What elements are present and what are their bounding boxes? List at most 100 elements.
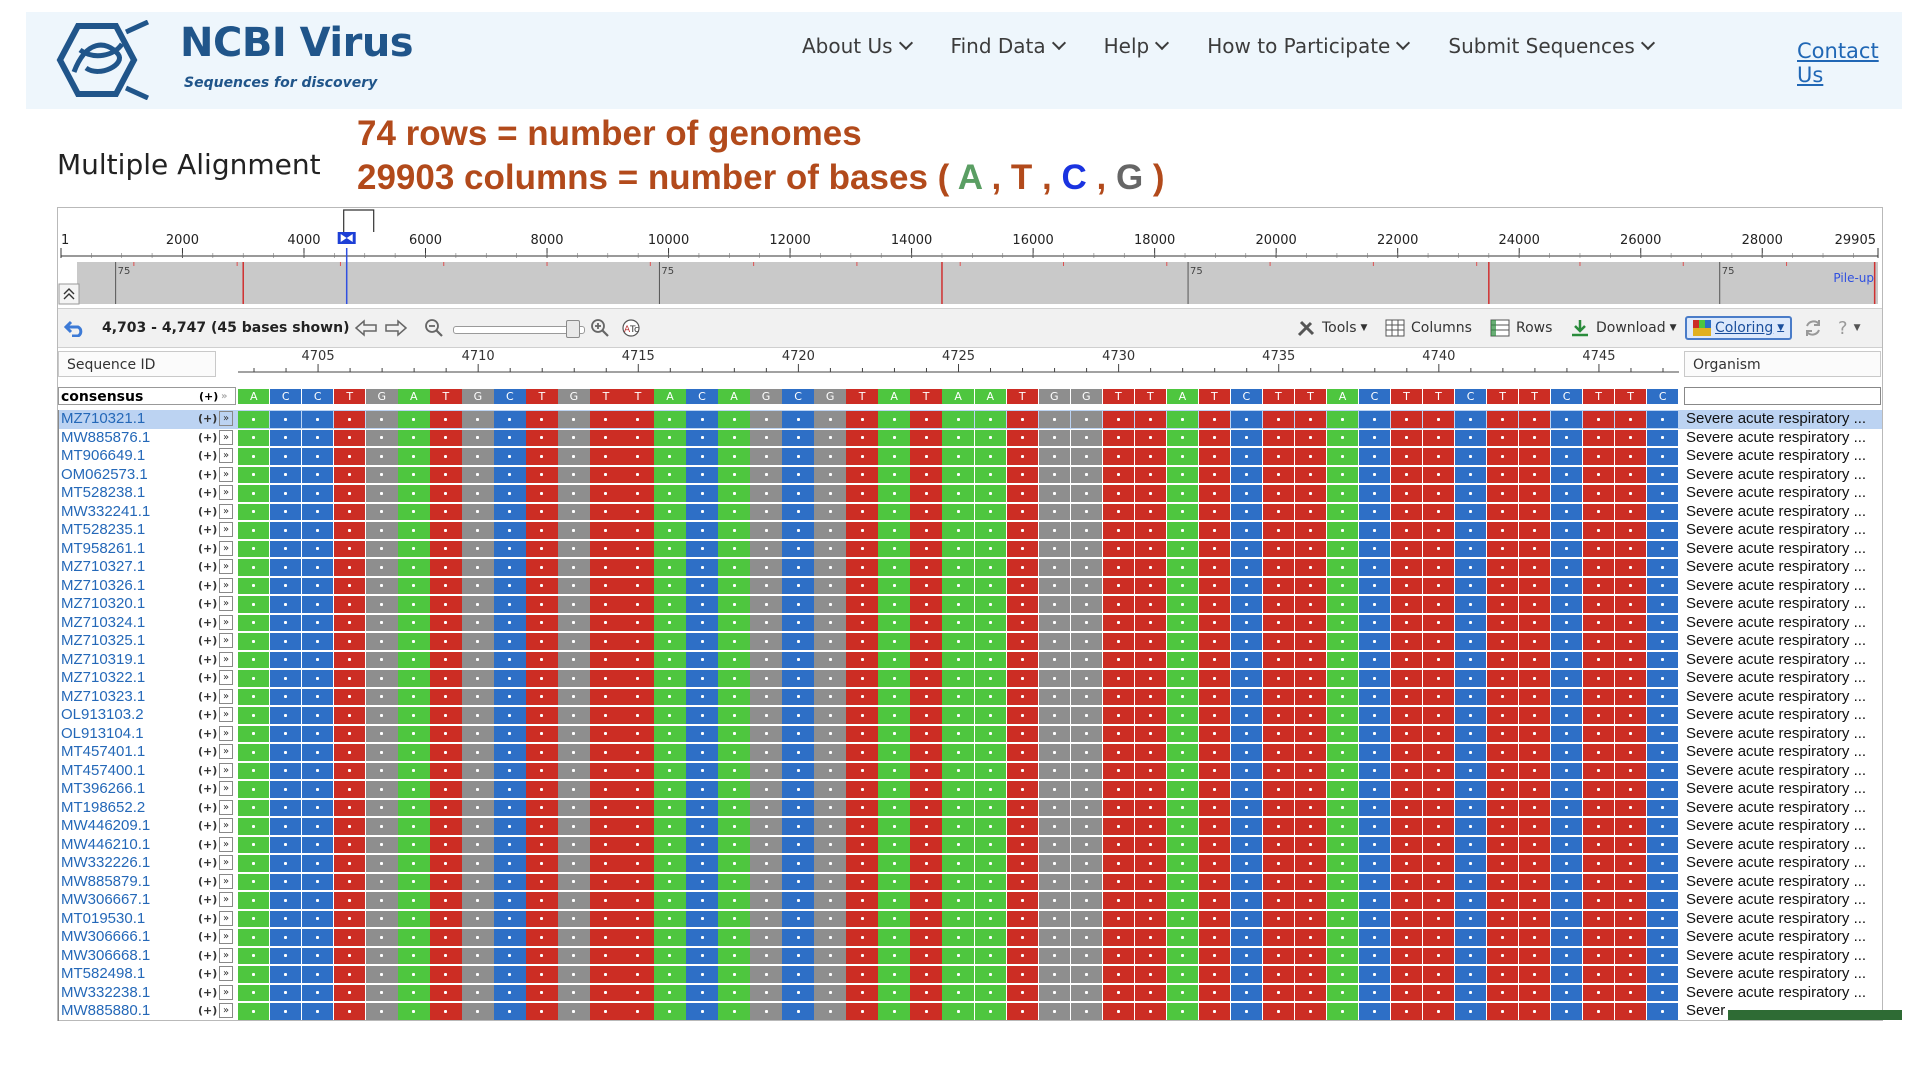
expand-row-icon[interactable]: » [219,614,233,630]
table-row[interactable]: MW885879.1 (+)» Severe acute respiratory .… [58,872,1882,891]
table-row[interactable]: MT528235.1 (+)» Severe acute respiratory .… [58,521,1882,540]
table-row[interactable]: MT528238.1 (+)» Severe acute respiratory .… [58,484,1882,503]
expand-row-icon[interactable]: » [219,688,233,704]
table-row[interactable]: MZ710320.1 (+)» Severe acute respiratory .… [58,595,1882,614]
expand-row-icon[interactable]: » [219,577,233,593]
sequence-id-link[interactable]: MW885876.1 [58,428,216,447]
expand-row-icon[interactable]: » [219,707,233,722]
table-row[interactable]: MW332241.1 (+)» Severe acute respiratory .… [58,502,1882,521]
expand-row-icon[interactable]: » [219,466,233,482]
table-row[interactable]: MT906649.1 (+)» Severe acute respiratory .… [58,447,1882,466]
expand-row-icon[interactable]: » [219,762,233,778]
coloring-button[interactable]: Coloring ▼ [1685,309,1793,347]
sequence-id-link[interactable]: OL913104.1 [58,724,216,743]
undo-icon[interactable] [64,309,86,347]
table-row[interactable]: OM062573.1 (+)» Severe acute respiratory .… [58,465,1882,484]
table-row[interactable]: MW446209.1 (+)» Severe acute respiratory .… [58,817,1882,836]
zoom-out-icon[interactable] [424,309,444,347]
overview-panel[interactable]: 1 2000 4000 6000 8000 10000 12000 14000 16000 180… [58,208,1882,308]
scroll-right-icon[interactable] [384,309,408,347]
table-row[interactable]: MZ710323.1 (+)» Severe acute respiratory .… [58,687,1882,706]
table-row[interactable]: OL913103.2 (+)» Severe acute respiratory .… [58,706,1882,725]
sequence-id-link[interactable]: MZ710324.1 [58,613,216,632]
sequence-id-link[interactable]: MT019530.1 [58,909,216,928]
nav-submit-sequences[interactable]: Submit Sequences [1448,34,1655,58]
table-row[interactable]: MZ710324.1 (+)» Severe acute respiratory .… [58,613,1882,632]
table-row[interactable]: MZ710326.1 (+)» Severe acute respiratory .… [58,576,1882,595]
table-row[interactable]: MZ710325.1 (+)» Severe acute respiratory .… [58,632,1882,651]
organism-header[interactable]: Organism [1684,351,1881,377]
table-row[interactable]: MW306666.1 (+)» Severe acute respiratory .… [58,928,1882,947]
expand-row-icon[interactable]: » [219,947,233,963]
contact-us-link[interactable]: Contact Us [1797,39,1879,87]
expand-row-icon[interactable]: » [219,429,233,445]
expand-row-icon[interactable]: » [219,651,233,667]
table-row[interactable]: MZ710321.1 (+)» Severe acute respiratory .… [58,410,1882,429]
expand-row-icon[interactable]: » [219,448,233,463]
pileup-label[interactable]: Pile-up [1833,271,1874,285]
expand-row-icon[interactable]: » [219,485,233,500]
nav-about-us[interactable]: About Us [802,34,913,58]
table-row[interactable]: MZ710327.1 (+)» Severe acute respiratory .… [58,558,1882,577]
sequence-id-link[interactable]: MT396266.1 [58,780,216,799]
refresh-icon[interactable] [1803,309,1823,347]
table-row[interactable]: MW885880.1 (+)» Sever [58,1002,1882,1021]
sequence-id-link[interactable]: MZ710320.1 [58,595,216,614]
expand-row-icon[interactable]: » [219,984,233,1000]
table-row[interactable]: MW306667.1 (+)» Severe acute respiratory .… [58,891,1882,910]
expand-row-icon[interactable]: » [219,596,233,611]
sequence-id-link[interactable]: MW332241.1 [58,502,216,521]
sequence-id-link[interactable]: MT528235.1 [58,521,216,540]
tools-button[interactable]: Tools ▼ [1296,309,1367,347]
expand-row-icon[interactable]: » [219,929,233,944]
expand-row-icon[interactable]: » [219,873,233,889]
expand-row-icon[interactable]: » [219,411,233,426]
expand-row-icon[interactable]: » [219,781,233,796]
sequence-id-link[interactable]: MW446209.1 [58,817,216,836]
table-row[interactable]: MT019530.1 (+)» Severe acute respiratory .… [58,909,1882,928]
sequence-id-link[interactable]: MT582498.1 [58,965,216,984]
zoom-in-icon[interactable] [590,309,610,347]
expand-row-icon[interactable]: » [219,966,233,981]
sequence-id-link[interactable]: MZ710326.1 [58,576,216,595]
expand-row-icon[interactable]: » [219,540,233,556]
columns-button[interactable]: Columns [1385,309,1472,347]
table-row[interactable]: MW332226.1 (+)» Severe acute respiratory .… [58,854,1882,873]
sequence-id-header[interactable]: Sequence ID [58,351,216,377]
sequence-id-link[interactable]: MW332226.1 [58,854,216,873]
alignment-rows[interactable]: MZ710321.1 (+)» Severe acute respiratory .… [58,410,1882,1021]
zoom-slider-thumb[interactable] [566,320,580,338]
nav-help[interactable]: Help [1104,34,1170,58]
rows-button[interactable]: Rows [1490,309,1552,347]
sequence-id-link[interactable]: MT958261.1 [58,539,216,558]
help-icon[interactable]: ? ▼ [1838,309,1860,347]
logo-title[interactable]: NCBI Virus [180,20,414,66]
table-row[interactable]: MT198652.2 (+)» Severe acute respiratory .… [58,798,1882,817]
zoom-slider[interactable] [453,326,585,334]
table-row[interactable]: MT396266.1 (+)» Severe acute respiratory .… [58,780,1882,799]
sequence-id-link[interactable]: MZ710319.1 [58,650,216,669]
sequence-id-link[interactable]: MZ710323.1 [58,687,216,706]
sequence-mode-icon[interactable]: A Tc [620,309,642,347]
nav-find-data[interactable]: Find Data [951,34,1066,58]
expand-row-icon[interactable]: » [219,559,233,574]
ncbi-hexagon-logo-icon[interactable] [56,20,174,100]
expand-row-icon[interactable]: » [219,522,233,537]
sequence-id-link[interactable]: MW306666.1 [58,928,216,947]
table-row[interactable]: MT582498.1 (+)» Severe acute respiratory .… [58,965,1882,984]
sequence-id-link[interactable]: MZ710325.1 [58,632,216,651]
sequence-id-link[interactable]: MT906649.1 [58,447,216,466]
expand-row-icon[interactable]: » [219,503,233,519]
sequence-id-link[interactable]: MW885880.1 [58,1002,216,1021]
sequence-id-link[interactable]: MZ710321.1 [58,410,216,429]
expand-row-icon[interactable]: » [219,744,233,759]
expand-row-icon[interactable]: » [219,799,233,815]
download-button[interactable]: Download ▼ [1570,309,1677,347]
sequence-id-link[interactable]: MT528238.1 [58,484,216,503]
sequence-id-link[interactable]: MW885879.1 [58,872,216,891]
sequence-id-link[interactable]: MT198652.2 [58,798,216,817]
nav-how-to-participate[interactable]: How to Participate [1207,34,1411,58]
sequence-id-link[interactable]: MZ710327.1 [58,558,216,577]
sequence-id-link[interactable]: MW446210.1 [58,835,216,854]
sequence-id-link[interactable]: MZ710322.1 [58,669,216,688]
